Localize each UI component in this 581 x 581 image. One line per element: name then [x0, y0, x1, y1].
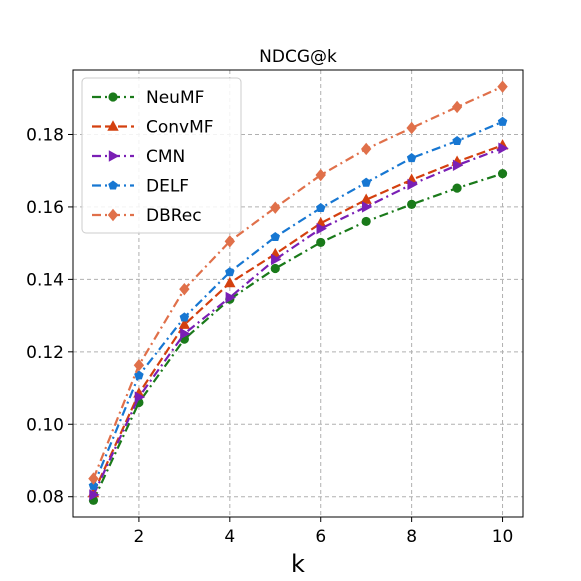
- data-point-cmn: [89, 489, 100, 501]
- data-point-neumf: [407, 199, 417, 209]
- data-point-neumf: [316, 237, 326, 248]
- data-point-delf: [225, 267, 235, 277]
- legend-label-delf: DELF: [146, 177, 189, 197]
- y-tick-label: 0.12: [26, 343, 64, 363]
- series-line-neumf: [92, 172, 503, 501]
- y-tick-label: 0.14: [26, 270, 64, 290]
- x-tick-label: 4: [224, 527, 235, 547]
- data-point-delf: [179, 312, 190, 322]
- legend-label-neumf: NeuMF: [146, 88, 204, 108]
- legend-label-convmf: ConvMF: [146, 118, 214, 138]
- data-point-dbrec: [133, 359, 145, 372]
- data-point-neumf: [270, 263, 280, 274]
- x-tick-label: 8: [406, 527, 417, 547]
- series-line-delf: [92, 120, 503, 487]
- legend-marker-convmf: [107, 120, 119, 131]
- data-point-dbrec: [315, 168, 326, 182]
- data-point-cmn: [452, 159, 464, 171]
- data-point-delf: [452, 135, 462, 146]
- legend-marker-cmn: [108, 150, 120, 162]
- data-point-cmn: [180, 328, 191, 340]
- axis-ticks: 2 4 6 8 10 0.08 0.10 0.12 0.14 0.16 0.18: [26, 125, 513, 547]
- data-point-convmf: [178, 318, 191, 329]
- series-line-cmn: [92, 147, 503, 496]
- data-point-cmn: [316, 222, 327, 235]
- data-point-convmf: [360, 193, 372, 204]
- data-point-cmn: [361, 201, 373, 213]
- y-tick-label: 0.10: [26, 415, 64, 435]
- data-point-cmn: [407, 178, 418, 191]
- series-layer: [87, 80, 509, 505]
- x-tick-label: 2: [133, 527, 144, 547]
- legend-box: [81, 77, 242, 234]
- data-point-neumf: [452, 183, 462, 193]
- legend-label-cmn: CMN: [146, 147, 185, 167]
- data-point-dbrec: [406, 121, 417, 135]
- chart-title: NDCG@k: [259, 47, 337, 67]
- data-point-dbrec: [497, 80, 508, 93]
- data-point-dbrec: [88, 472, 99, 485]
- legend-marker-dbrec: [107, 208, 119, 222]
- data-point-delf: [497, 116, 508, 126]
- data-point-cmn: [498, 142, 509, 154]
- legend-marker-neumf: [108, 92, 118, 102]
- data-point-dbrec: [270, 201, 281, 214]
- data-point-delf: [88, 480, 99, 490]
- legend-label-dbrec: DBRec: [146, 206, 202, 226]
- data-point-dbrec: [179, 282, 190, 296]
- grid-lines: [73, 70, 523, 517]
- series-line-convmf: [92, 144, 503, 494]
- data-point-neumf: [361, 216, 371, 227]
- data-point-cmn: [134, 391, 146, 403]
- data-point-delf: [406, 153, 417, 163]
- data-point-neumf: [497, 168, 508, 179]
- data-point-delf: [361, 177, 371, 187]
- series-line-dbrec: [92, 85, 503, 480]
- y-tick-label: 0.08: [26, 488, 64, 508]
- data-point-dbrec: [360, 142, 372, 156]
- x-axis-title: k: [291, 550, 305, 578]
- data-point-delf: [315, 203, 326, 213]
- legend-marker-delf: [108, 180, 118, 190]
- x-tick-label: 10: [492, 527, 514, 547]
- plot-frame: [72, 69, 524, 518]
- x-tick-label: 6: [315, 527, 326, 547]
- y-tick-label: 0.16: [26, 198, 64, 218]
- y-tick-label: 0.18: [26, 125, 64, 145]
- data-point-convmf: [224, 276, 236, 288]
- data-point-cmn: [271, 253, 282, 266]
- data-point-dbrec: [451, 100, 463, 114]
- data-point-dbrec: [224, 235, 236, 248]
- legend: NeuMF ConvMF CMN DELF DBRec: [81, 77, 242, 234]
- data-point-cmn: [225, 291, 237, 304]
- data-point-delf: [270, 231, 281, 242]
